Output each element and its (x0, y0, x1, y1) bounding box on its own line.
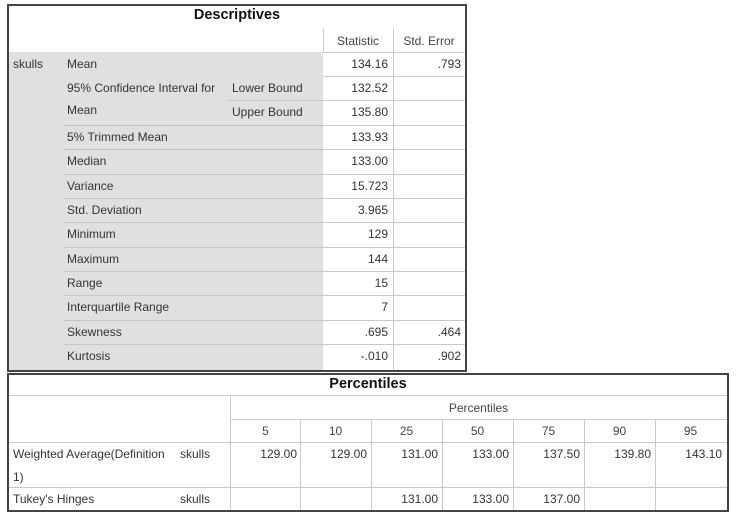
label-divider (63, 222, 323, 223)
row-divider (323, 174, 465, 175)
row-label: Kurtosis (67, 349, 111, 363)
row-label: Variance (67, 179, 114, 193)
label-divider (63, 320, 323, 321)
pct-divider (230, 419, 727, 420)
std-error-value: .464 (437, 325, 461, 339)
row-sublabel: Lower Bound (232, 81, 303, 95)
row-label: Minimum (67, 227, 116, 241)
statistic-value: 134.16 (351, 57, 388, 71)
percentile-column-header: 75 (541, 424, 556, 438)
row-divider (323, 100, 465, 101)
statistic-value: 3.965 (357, 203, 388, 217)
pct-col-divider (300, 419, 301, 510)
percentile-value: 139.80 (614, 447, 651, 461)
label-divider (63, 271, 323, 272)
tukeys-hinges-variable: skulls (180, 492, 211, 506)
pct-divider (9, 395, 727, 396)
label-divider (63, 174, 323, 175)
statistic-value: -.010 (360, 349, 388, 363)
percentile-value: 137.50 (543, 447, 580, 461)
pct-col-divider (513, 419, 514, 510)
header-std-error: Std. Error (403, 34, 455, 48)
label-divider (228, 100, 323, 101)
pct-col-divider (442, 419, 443, 510)
row-label: Std. Deviation (67, 203, 142, 217)
percentile-column-header: 50 (470, 424, 485, 438)
label-divider (63, 125, 323, 126)
statistic-value: 144 (367, 252, 388, 266)
percentile-value: 143.10 (685, 447, 722, 461)
weighted-average-label-line2: 1) (13, 470, 24, 484)
col-divider (323, 28, 324, 52)
label-divider (63, 198, 323, 199)
label-divider (63, 247, 323, 248)
statistic-value: 15.723 (351, 179, 388, 193)
ci-label-line1: 95% Confidence Interval for (67, 81, 216, 95)
row-divider (323, 344, 465, 345)
row-divider (323, 320, 465, 321)
percentile-value: 129.00 (260, 447, 297, 461)
percentile-column-header: 5 (262, 424, 269, 438)
statistic-value: 132.52 (351, 81, 388, 95)
percentile-value: 137.00 (543, 492, 580, 506)
row-label: Interquartile Range (67, 300, 170, 314)
percentiles-title: Percentiles (329, 376, 407, 392)
percentile-value: 129.00 (330, 447, 367, 461)
descriptives-label-area (9, 52, 323, 370)
percentiles-frame (7, 373, 729, 512)
row-label: Median (67, 154, 107, 168)
weighted-average-label-line1: Weighted Average(Definition (13, 447, 165, 461)
statistic-value: .695 (364, 325, 388, 339)
statistic-value: 15 (374, 276, 388, 290)
variable-label: skulls (13, 57, 44, 71)
row-label: Mean (67, 57, 98, 71)
row-divider (323, 52, 465, 53)
row-divider (323, 271, 465, 272)
std-error-value: .902 (437, 349, 461, 363)
percentile-column-header: 10 (328, 424, 343, 438)
percentile-column-header: 25 (399, 424, 414, 438)
row-label: 5% Trimmed Mean (67, 130, 168, 144)
pct-divider (9, 487, 727, 488)
label-divider (63, 149, 323, 150)
row-divider (323, 222, 465, 223)
label-divider (63, 295, 323, 296)
label-divider (63, 344, 323, 345)
percentile-value: 131.00 (401, 447, 438, 461)
statistic-value: 129 (367, 227, 388, 241)
percentiles-group-header: Percentiles (448, 401, 509, 415)
ci-label-line2: Mean (67, 103, 98, 117)
std-error-value: .793 (437, 57, 461, 71)
row-divider (323, 76, 465, 77)
row-divider (323, 149, 465, 150)
descriptives-frame (7, 4, 467, 372)
statistic-value: 7 (381, 300, 388, 314)
pct-col-divider (371, 419, 372, 510)
row-divider (323, 247, 465, 248)
pct-col-divider (230, 395, 231, 510)
descriptives-title: Descriptives (193, 7, 281, 23)
pct-col-divider (584, 419, 585, 510)
percentile-value: 133.00 (472, 447, 509, 461)
statistic-value: 133.00 (351, 154, 388, 168)
row-sublabel: Upper Bound (232, 105, 303, 119)
row-divider (323, 125, 465, 126)
percentile-column-header: 90 (612, 424, 627, 438)
percentile-value: 131.00 (401, 492, 438, 506)
row-divider (323, 295, 465, 296)
pct-divider (9, 442, 727, 443)
statistic-value: 135.80 (351, 105, 388, 119)
tukeys-hinges-label: Tukey's Hinges (13, 492, 95, 506)
percentile-value: 133.00 (472, 492, 509, 506)
weighted-average-variable: skulls (180, 447, 211, 461)
col-divider (393, 28, 394, 370)
row-label: Range (67, 276, 103, 290)
statistic-value: 133.93 (351, 130, 388, 144)
row-divider (323, 198, 465, 199)
percentile-column-header: 95 (683, 424, 698, 438)
row-label: Skewness (67, 325, 122, 339)
header-statistic: Statistic (336, 34, 379, 48)
pct-col-divider (655, 419, 656, 510)
row-label: Maximum (67, 252, 120, 266)
